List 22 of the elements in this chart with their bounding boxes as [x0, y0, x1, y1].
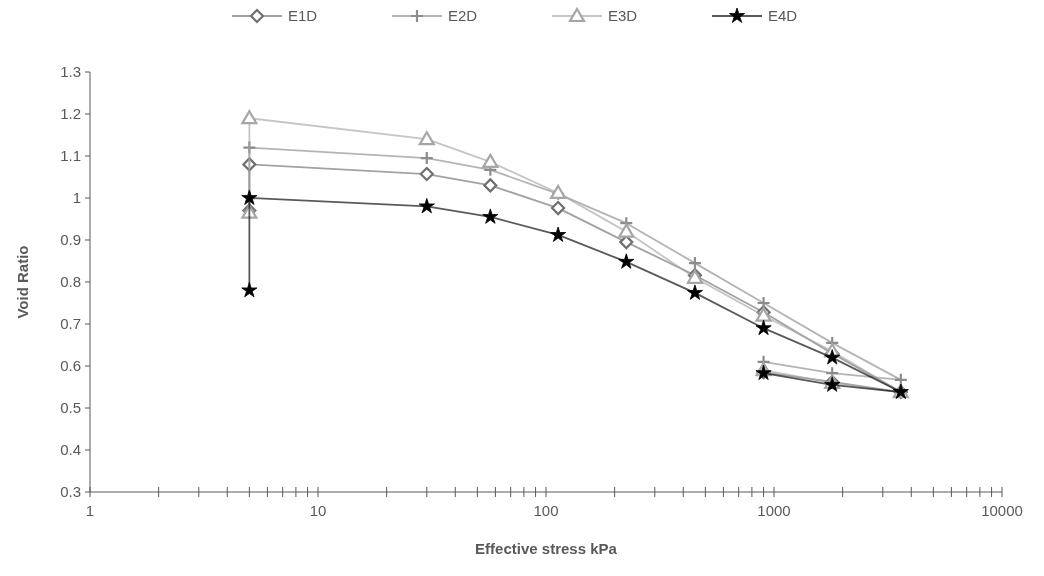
legend-label: E1D — [288, 7, 318, 25]
x-tick-label: 1000 — [757, 502, 791, 519]
legend-label: E2D — [448, 7, 478, 25]
y-tick-label: 0.8 — [60, 273, 81, 291]
legend-label: E3D — [608, 7, 638, 25]
y-tick-label: 1.1 — [60, 147, 81, 165]
legend-label: E4D — [768, 7, 798, 25]
y-tick-label: 1.3 — [60, 63, 81, 81]
y-tick-label: 1.2 — [60, 105, 81, 123]
y-tick-label: 0.3 — [60, 483, 81, 501]
x-tick-label: 10 — [309, 502, 327, 519]
y-axis-title: Void Ratio — [14, 245, 31, 319]
x-axis-title: Effective stress kPa — [475, 540, 618, 557]
y-tick-label: 0.5 — [60, 399, 81, 417]
x-tick-label: 1 — [85, 502, 95, 519]
y-tick-label: 0.4 — [60, 441, 81, 459]
y-tick-label: 0.7 — [60, 315, 81, 333]
y-tick-label: 0.9 — [60, 231, 81, 249]
x-tick-label: 10000 — [981, 502, 1023, 519]
x-tick-label: 100 — [533, 502, 559, 519]
y-tick-label: 0.6 — [60, 357, 81, 375]
y-tick-label: 1 — [72, 189, 81, 207]
